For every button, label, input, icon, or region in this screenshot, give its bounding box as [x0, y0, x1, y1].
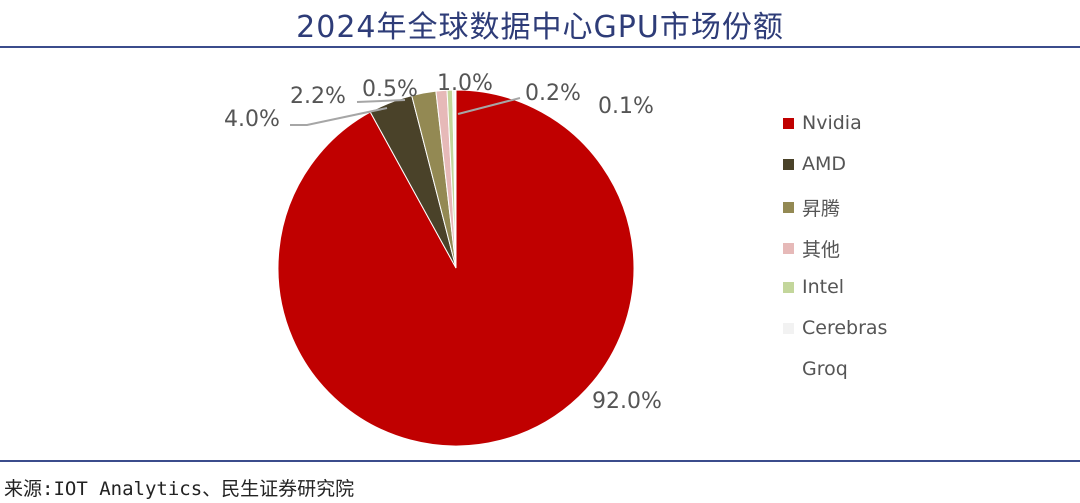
- data-label-其他: 1.0%: [437, 71, 493, 96]
- legend-swatch: [783, 202, 794, 213]
- legend-item: Cerebras: [783, 317, 887, 339]
- legend-item: 昇腾: [783, 194, 840, 221]
- leader-line: [356, 99, 406, 103]
- title-divider: [0, 46, 1080, 48]
- legend-label: 昇腾: [802, 198, 841, 220]
- leader-line: [290, 107, 388, 126]
- data-label-Intel: 0.5%: [362, 77, 418, 102]
- data-label-Nvidia: 92.0%: [592, 389, 662, 414]
- source-divider: [0, 460, 1080, 462]
- data-label-AMD: 4.0%: [224, 107, 280, 132]
- legend-label: Cerebras: [802, 317, 888, 339]
- source-note: 来源:IOT Analytics、民生证券研究院: [4, 478, 355, 500]
- pie-slice-Groq: [454, 89, 457, 269]
- data-label-昇腾: 2.2%: [290, 84, 346, 109]
- legend-swatch: [783, 281, 794, 293]
- data-label-Cerebras: 0.2%: [525, 81, 581, 106]
- legend-item: 其他: [783, 235, 840, 262]
- legend-label: Nvidia: [802, 112, 862, 134]
- legend-swatch: [783, 322, 794, 334]
- data-label-Groq: 0.1%: [598, 94, 654, 119]
- legend-item: Intel: [783, 276, 844, 298]
- legend-swatch: [783, 117, 794, 129]
- legend-label: Intel: [802, 276, 845, 298]
- legend-item: AMD: [783, 153, 846, 175]
- legend-label: Groq: [802, 358, 848, 380]
- legend-label: 其他: [802, 239, 841, 261]
- legend-item: Groq: [783, 358, 848, 380]
- legend-swatch: [783, 243, 794, 254]
- leader-line: [457, 97, 521, 115]
- legend-item: Nvidia: [783, 112, 862, 134]
- pie-slice-Nvidia: [277, 89, 635, 447]
- legend-swatch: [783, 158, 794, 170]
- legend-swatch: [783, 363, 794, 375]
- chart-title: 2024年全球数据中心GPU市场份额: [296, 10, 784, 45]
- legend-label: AMD: [802, 153, 847, 175]
